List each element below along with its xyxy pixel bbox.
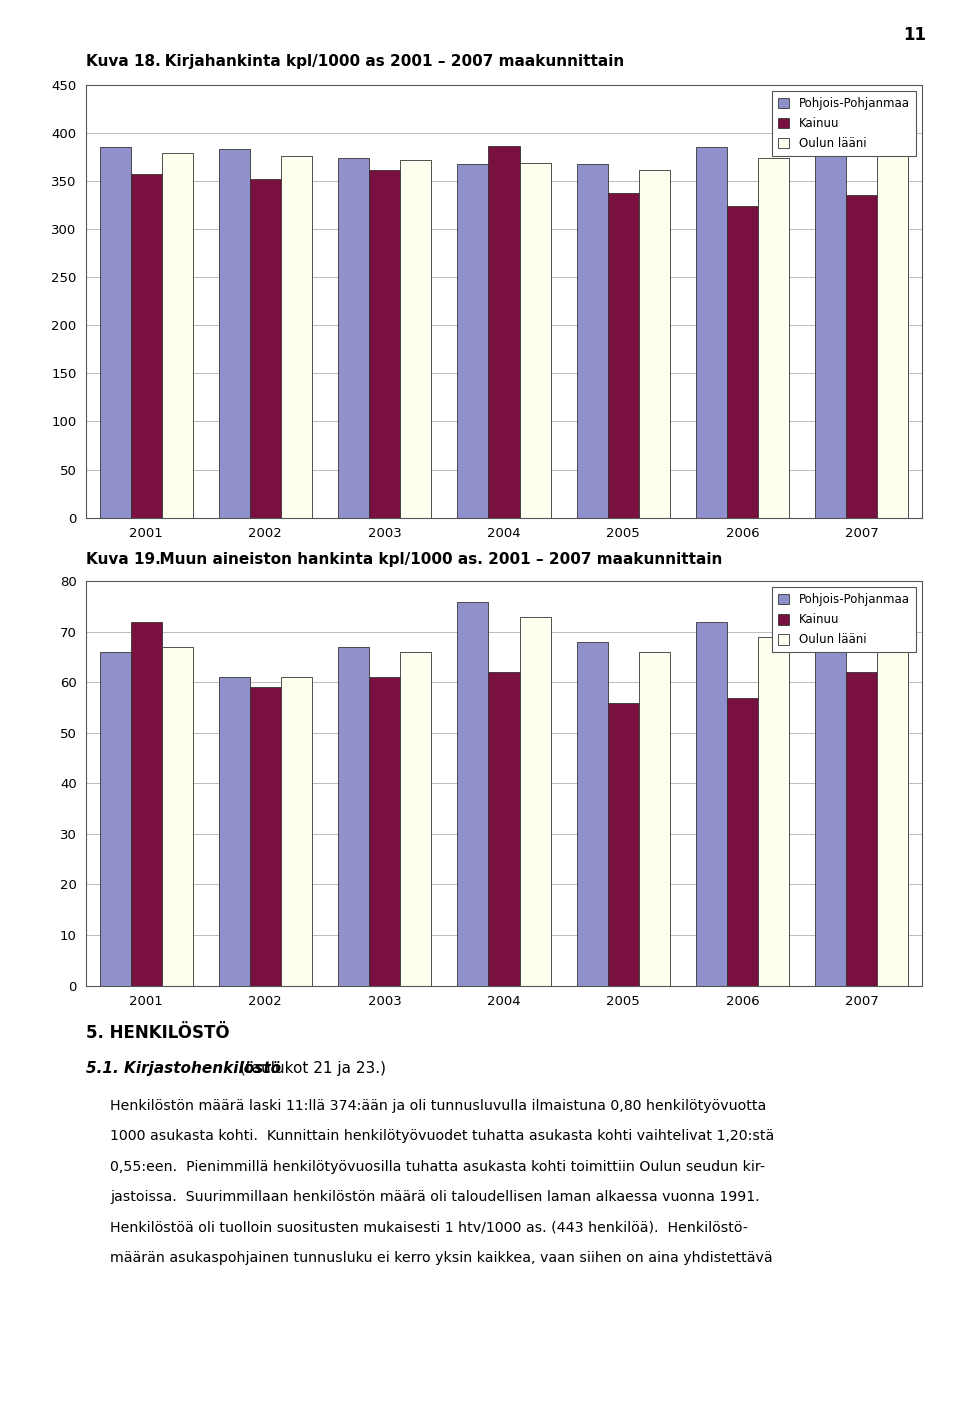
Bar xyxy=(100,652,131,986)
Bar xyxy=(815,617,847,986)
Bar xyxy=(100,146,131,518)
Bar xyxy=(370,678,400,986)
Bar xyxy=(250,179,281,518)
Legend: Pohjois-Pohjanmaa, Kainuu, Oulun lääni: Pohjois-Pohjanmaa, Kainuu, Oulun lääni xyxy=(772,91,916,156)
Bar xyxy=(281,156,312,518)
Bar xyxy=(696,146,727,518)
Bar xyxy=(219,149,250,518)
Text: Muun aineiston hankinta kpl/1000 as. 2001 – 2007 maakunnittain: Muun aineiston hankinta kpl/1000 as. 200… xyxy=(149,552,722,567)
Bar xyxy=(638,170,670,518)
Text: Henkilöstöä oli tuolloin suositusten mukaisesti 1 htv/1000 as. (443 henkilöä).  : Henkilöstöä oli tuolloin suositusten muk… xyxy=(110,1221,749,1235)
Bar xyxy=(219,678,250,986)
Legend: Pohjois-Pohjanmaa, Kainuu, Oulun lääni: Pohjois-Pohjanmaa, Kainuu, Oulun lääni xyxy=(772,587,916,652)
Bar xyxy=(161,153,193,518)
Bar xyxy=(727,698,758,986)
Bar xyxy=(250,688,281,986)
Text: 11: 11 xyxy=(903,26,926,44)
Bar xyxy=(131,174,161,518)
Bar xyxy=(489,672,519,986)
Bar xyxy=(577,164,608,518)
Bar xyxy=(489,146,519,518)
Text: 1000 asukasta kohti.  Kunnittain henkilötyövuodet tuhatta asukasta kohti vaihtel: 1000 asukasta kohti. Kunnittain henkilöt… xyxy=(110,1129,775,1143)
Text: Kirjahankinta kpl/1000 as 2001 – 2007 maakunnittain: Kirjahankinta kpl/1000 as 2001 – 2007 ma… xyxy=(149,54,624,69)
Bar xyxy=(400,652,431,986)
Bar xyxy=(758,637,789,986)
Text: jastoissa.  Suurimmillaan henkilöstön määrä oli taloudellisen laman alkaessa vuo: jastoissa. Suurimmillaan henkilöstön mää… xyxy=(110,1191,760,1204)
Text: Kuva 19.: Kuva 19. xyxy=(86,552,161,567)
Bar xyxy=(815,147,847,518)
Text: Kuva 18.: Kuva 18. xyxy=(86,54,161,69)
Bar xyxy=(338,647,370,986)
Bar xyxy=(400,160,431,518)
Bar xyxy=(131,621,161,986)
Text: 0,55:een.  Pienimmillä henkilötyövuosilla tuhatta asukasta kohti toimittiin Oulu: 0,55:een. Pienimmillä henkilötyövuosilla… xyxy=(110,1160,765,1174)
Bar xyxy=(458,164,489,518)
Bar xyxy=(519,163,550,518)
Bar xyxy=(338,159,370,518)
Bar xyxy=(281,678,312,986)
Bar xyxy=(877,627,908,986)
Bar xyxy=(758,159,789,518)
Text: 5. HENKILÖSTÖ: 5. HENKILÖSTÖ xyxy=(86,1024,230,1042)
Bar xyxy=(847,194,877,518)
Bar xyxy=(608,702,638,986)
Bar xyxy=(608,193,638,518)
Text: määrän asukaspohjainen tunnusluku ei kerro yksin kaikkea, vaan siihen on aina yh: määrän asukaspohjainen tunnusluku ei ker… xyxy=(110,1251,773,1265)
Text: (taulukot 21 ja 23.): (taulukot 21 ja 23.) xyxy=(235,1061,386,1076)
Bar xyxy=(696,621,727,986)
Bar xyxy=(577,642,608,986)
Bar xyxy=(519,617,550,986)
Bar xyxy=(638,652,670,986)
Bar xyxy=(727,206,758,518)
Text: Henkilöstön määrä laski 11:llä 374:ään ja oli tunnusluvulla ilmaistuna 0,80 henk: Henkilöstön määrä laski 11:llä 374:ään j… xyxy=(110,1099,767,1113)
Bar xyxy=(458,601,489,986)
Bar xyxy=(847,672,877,986)
Bar xyxy=(877,156,908,518)
Text: 5.1. Kirjastohenkilöstö: 5.1. Kirjastohenkilöstö xyxy=(86,1061,281,1076)
Bar xyxy=(161,647,193,986)
Bar xyxy=(370,170,400,518)
